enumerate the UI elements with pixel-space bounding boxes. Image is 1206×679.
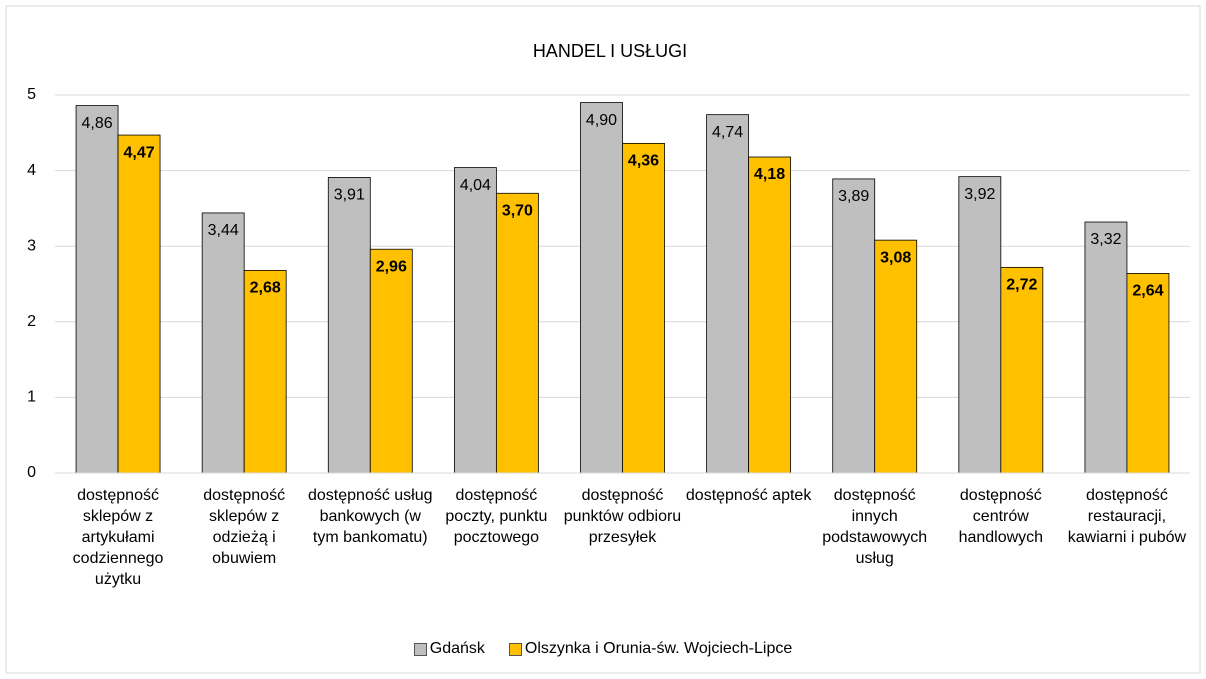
bar [706,114,750,474]
y-tick-label: 0 [27,464,36,481]
value-label: 4,36 [628,153,659,170]
bar [453,167,497,474]
value-label: 4,18 [754,166,785,183]
bar [201,212,245,474]
value-label: 4,90 [586,112,617,129]
value-label: 2,64 [1132,283,1163,300]
bar [495,192,539,474]
bar [958,176,1002,474]
x-tick-label: dostępność sklepów z artykułami codzienn… [72,487,164,588]
bar [327,177,371,474]
bar [622,142,665,474]
legend-label: Olszynka i Orunia-św. Wojciech-Lipce [524,640,793,657]
bar [1000,266,1044,474]
chart-title: HANDEL I USŁUGI [533,41,687,61]
legend-item: Olszynka i Orunia-św. Wojciech-Lipce [508,640,793,658]
value-label: 2,68 [250,280,281,297]
bar [1084,221,1128,474]
x-tick-label: dostępność punktów odbioru przesyłek [563,487,682,546]
y-tick-label: 1 [27,389,36,406]
bar [580,102,623,474]
value-label: 3,92 [964,186,995,203]
value-label: 3,08 [880,249,911,266]
legend: Gdańsk Olszynka i Orunia-św. Wojciech-Lip… [0,640,1206,658]
value-label: 3,91 [334,187,365,204]
value-label: 4,47 [123,144,154,161]
bar [369,248,413,474]
value-label: 4,74 [712,124,743,141]
x-tick-label: dostępność poczty, punktu pocztowego [445,487,548,546]
x-tick-label: dostępność aptek [685,487,812,504]
value-label: 3,70 [502,202,533,219]
bar [75,105,119,474]
value-label: 3,32 [1090,231,1121,248]
value-label: 4,86 [81,115,112,132]
legend-swatch [413,642,427,656]
x-tick-label: dostępność usług bankowych (w tym bankom… [308,487,433,546]
value-label: 3,44 [208,222,239,239]
y-tick-label: 4 [27,162,36,179]
bar [117,134,161,474]
y-tick-label: 5 [27,86,36,103]
value-label: 4,04 [460,177,491,194]
x-tick-label: dostępność restauracji, kawiarni i pubów [1067,487,1187,546]
legend-item: Gdańsk [413,640,485,658]
bar [874,239,918,474]
bar [748,156,792,474]
value-label: 2,72 [1006,277,1037,294]
x-tick-label: dostępność centrów handlowych [958,487,1044,546]
bar [243,269,287,474]
bar [1126,273,1170,474]
y-tick-label: 2 [27,313,36,330]
bar [832,178,876,474]
y-tick-label: 3 [27,237,36,254]
legend-label: Gdańsk [429,640,485,657]
legend-swatch [508,642,522,656]
value-label: 3,89 [838,188,869,205]
value-label: 2,96 [376,258,407,275]
x-tick-label: dostępność sklepów z odzieżą i obuwiem [203,487,286,567]
x-tick-label: dostępność innych podstawowych usług [822,487,928,567]
